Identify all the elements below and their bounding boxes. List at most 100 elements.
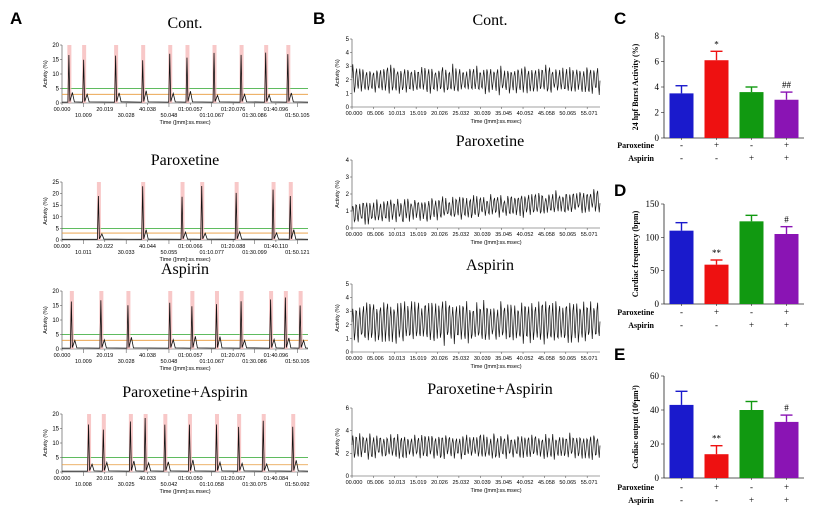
x-tick-label: 01:50.105 <box>285 359 309 365</box>
y-tick-label: 2 <box>346 451 350 457</box>
x-tick-label: 01:40.096 <box>264 107 288 113</box>
trace-b-3: Aspirin 0 1 2 3 4 5 Activity (%) 00.000 05.006 10.… <box>335 257 601 370</box>
bar <box>774 99 799 138</box>
treatment-mark: + <box>714 140 719 150</box>
y-axis-label: Activity (%) <box>335 428 341 456</box>
x-tick-label: 10.009 <box>75 113 92 119</box>
x-tick-label: 40.052 <box>517 232 534 238</box>
bar <box>704 264 729 304</box>
y-tick-label: 15 <box>52 203 59 209</box>
trace-b-1: Cont. 0 1 2 3 4 5 Activity (%) 00.000 05.006 10.01… <box>335 12 601 125</box>
trace-a-2: Paroxetine 0 5 10 15 20 25 Activity (%) 00.000 20… <box>43 152 310 263</box>
y-tick-label: 2 <box>346 323 350 329</box>
x-tick-label: 20.026 <box>431 356 448 362</box>
x-tick-label: 30.028 <box>118 113 135 119</box>
treatment-mark: - <box>715 153 718 163</box>
x-tick-label: 35.045 <box>495 111 512 117</box>
treatment-mark: - <box>750 482 753 492</box>
x-tick-label: 05.006 <box>367 356 384 362</box>
y-tick-label: 20 <box>650 439 660 449</box>
x-tick-label: 50.065 <box>559 111 576 117</box>
x-tick-label: 30.039 <box>474 232 491 238</box>
y-tick-label: 4 <box>655 82 660 92</box>
y-tick-label: 2 <box>346 78 350 84</box>
treatment-mark: + <box>784 320 789 330</box>
y-tick-label: 5 <box>56 87 60 93</box>
y-tick-label: 0 <box>56 101 60 107</box>
y-axis-label: Activity (%) <box>43 60 49 88</box>
y-tick-label: 1 <box>346 336 350 342</box>
x-axis-label: Time ([mm]:ss.msec) <box>159 120 210 126</box>
x-tick-label: 20.026 <box>431 480 448 486</box>
x-tick-label: 10.013 <box>388 356 405 362</box>
y-tick-label: 0 <box>346 474 350 480</box>
x-tick-label: 45.058 <box>538 232 555 238</box>
y-tick-label: 60 <box>650 371 660 381</box>
significance-label: ** <box>712 434 722 444</box>
x-tick-label: 00.000 <box>346 356 363 362</box>
trace-title: Paroxetine+Aspirin <box>427 381 552 398</box>
bar <box>739 221 764 304</box>
x-tick-label: 00.000 <box>54 107 71 113</box>
x-tick-label: 00.000 <box>346 111 363 117</box>
x-tick-label: 01:10.077 <box>200 250 224 256</box>
treatment-mark: - <box>680 482 683 492</box>
x-tick-label: 01:30.099 <box>242 250 266 256</box>
x-tick-label: 15.019 <box>410 111 427 117</box>
x-tick-label: 01:10.067 <box>200 359 224 365</box>
y-tick-label: 4 <box>346 296 350 302</box>
y-tick-label: 3 <box>346 64 350 70</box>
treatment-mark: + <box>784 140 789 150</box>
bar-chart-d: D 0 50 100 150 Cardiac frequency (bpm) ** # Paro… <box>614 181 804 330</box>
activity-trace <box>351 63 601 96</box>
x-tick-label: 01:40.084 <box>264 476 288 482</box>
significance-label: # <box>784 403 789 413</box>
y-tick-label: 15 <box>52 58 59 64</box>
treatment-label: Paroxetine <box>617 483 654 492</box>
x-tick-label: 55.071 <box>581 111 598 117</box>
x-tick-label: 40.052 <box>517 111 534 117</box>
treatment-mark: + <box>784 482 789 492</box>
activity-trace <box>62 186 309 240</box>
x-tick-label: 01:10.067 <box>200 113 224 119</box>
y-tick-label: 5 <box>346 282 350 288</box>
x-tick-label: 00.000 <box>346 232 363 238</box>
y-axis-label: Activity (%) <box>43 306 49 334</box>
treatment-mark: - <box>715 320 718 330</box>
x-tick-label: 35.045 <box>495 480 512 486</box>
treatment-mark: + <box>784 307 789 317</box>
y-tick-label: 1 <box>346 209 350 215</box>
trace-b-2: Paroxetine 0 1 2 3 4 Activity (%) 00.000 05.006 1… <box>335 133 601 246</box>
y-tick-label: 150 <box>646 199 660 209</box>
y-tick-label: 6 <box>346 406 350 412</box>
activity-trace <box>62 418 309 472</box>
x-tick-label: 10.009 <box>75 359 92 365</box>
bar <box>774 421 799 478</box>
y-axis-label: Cardiac output (10⁶μm³) <box>631 385 640 469</box>
y-tick-label: 0 <box>56 238 60 244</box>
y-tick-label: 1 <box>346 91 350 97</box>
treatment-mark: + <box>784 495 789 505</box>
activity-trace <box>351 432 601 460</box>
bar <box>669 404 694 478</box>
activity-trace <box>62 52 309 103</box>
x-tick-label: 01:20.076 <box>221 107 245 113</box>
y-tick-label: 8 <box>655 31 660 41</box>
x-axis-label: Time ([mm]:ss.msec) <box>470 240 521 246</box>
x-tick-label: 45.058 <box>538 111 555 117</box>
y-tick-label: 20 <box>52 43 59 49</box>
bar <box>739 410 764 478</box>
trace-b-4: Paroxetine+Aspirin 0 2 4 6 Activity (%) 00.000… <box>335 381 601 494</box>
x-tick-label: 40.052 <box>517 356 534 362</box>
treatment-mark: + <box>749 495 754 505</box>
x-tick-label: 50.065 <box>559 232 576 238</box>
y-tick-label: 20 <box>52 289 59 295</box>
y-tick-label: 15 <box>52 427 59 433</box>
y-tick-label: 5 <box>346 37 350 43</box>
x-tick-label: 05.006 <box>367 480 384 486</box>
x-tick-label: 01:30.075 <box>242 482 266 488</box>
y-tick-label: 50 <box>650 266 660 276</box>
treatment-mark: - <box>715 495 718 505</box>
bar <box>774 234 799 304</box>
x-tick-label: 40.044 <box>139 244 156 250</box>
